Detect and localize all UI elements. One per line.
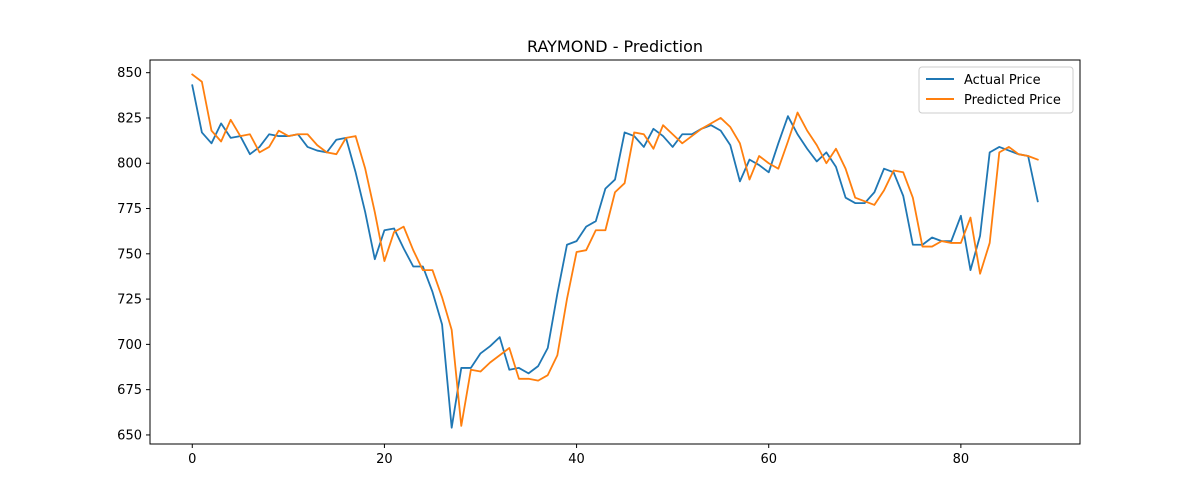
legend-label-actual-price: Actual Price [964,73,1041,88]
y-tick-label: 825 [117,111,142,126]
y-tick-label: 800 [117,157,142,172]
series-layer [191,73,1039,429]
x-axis: 0 20 40 60 80 [188,444,969,467]
plot-area [150,60,1080,444]
series-line-actual-price [191,84,1039,429]
x-tick-label: 20 [376,452,393,467]
series-line-predicted-price [191,73,1039,427]
y-tick-label: 850 [117,66,142,81]
legend-box [918,66,1074,114]
x-tick-label: 60 [760,452,777,467]
y-tick-label: 725 [117,293,142,308]
x-tick-label: 40 [568,452,585,467]
y-tick-label: 675 [117,383,142,398]
y-tick-label: 775 [117,202,142,217]
y-axis: 650 675 700 725 750 775 800 825 850 [117,66,150,443]
x-tick-label: 80 [953,452,970,467]
chart-title: RAYMOND - Prediction [527,37,703,56]
plot-frame [149,59,1081,445]
x-tick-label: 0 [188,452,196,467]
legend: Actual Price Predicted Price [918,66,1074,114]
y-tick-label: 650 [117,428,142,443]
y-tick-label: 700 [117,338,142,353]
y-tick-label: 750 [117,247,142,262]
legend-label-predicted-price: Predicted Price [964,93,1061,108]
